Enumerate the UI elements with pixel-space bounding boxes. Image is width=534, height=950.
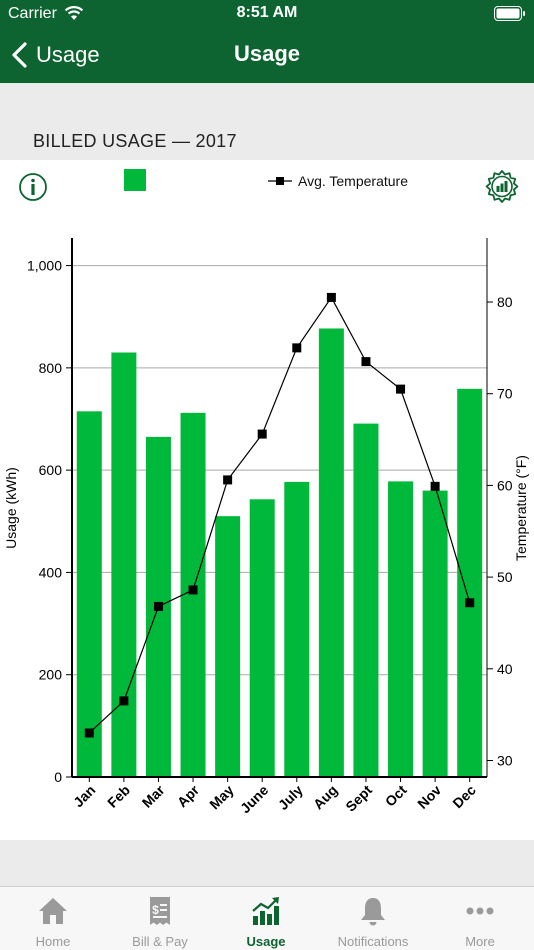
- legend-temperature-label: Avg. Temperature: [298, 173, 408, 189]
- x-tick-label: Feb: [104, 782, 133, 811]
- temperature-point-mar: [153, 601, 163, 611]
- temperature-point-nov: [430, 481, 440, 491]
- bar-oct: [388, 481, 414, 777]
- x-tick-label: Jan: [70, 782, 98, 810]
- bar-aug: [318, 328, 344, 777]
- bill-icon: $: [150, 897, 170, 925]
- bar-dec: [457, 388, 483, 777]
- tab-more[interactable]: More: [427, 887, 533, 950]
- x-tick-label: Oct: [382, 782, 410, 810]
- legend-temperature: Avg. Temperature: [268, 172, 408, 190]
- y-tick-label: 400: [39, 564, 63, 580]
- temperature-point-june: [257, 429, 267, 439]
- bar-jan: [76, 411, 102, 777]
- temperature-line: [88, 296, 471, 734]
- temperature-point-sept: [361, 357, 371, 367]
- temperature-point-may: [223, 475, 233, 485]
- bar-apr: [180, 412, 206, 777]
- y2-tick-label: 60: [497, 477, 513, 493]
- y-axis-title: Usage (kWh): [3, 467, 19, 549]
- battery-icon: [494, 6, 525, 21]
- legend-line-marker-icon: [268, 177, 292, 185]
- more-icon: [466, 907, 494, 915]
- carrier-label: Carrier: [8, 5, 57, 22]
- back-button[interactable]: Usage: [10, 38, 100, 72]
- bar-june: [249, 499, 275, 777]
- x-tick-label: Aug: [310, 782, 341, 813]
- x-tick-label: Mar: [139, 781, 168, 810]
- y-tick-label: 200: [39, 667, 63, 683]
- x-tick-label: Sept: [342, 782, 375, 815]
- section-title: BILLED USAGE — 2017: [33, 131, 237, 151]
- x-tick-label: Nov: [414, 782, 444, 812]
- y2-tick-label: 40: [497, 661, 513, 677]
- x-tick-label: June: [237, 782, 272, 817]
- usage-chart-icon: [252, 897, 279, 925]
- x-tick-label: July: [275, 782, 306, 813]
- bar-may: [215, 516, 241, 777]
- status-bar: Carrier 8:51 AM: [0, 0, 534, 28]
- y2-tick-label: 80: [497, 294, 513, 310]
- temperature-point-feb: [119, 696, 129, 706]
- tab-label: Usage: [246, 934, 286, 949]
- nav-bar: Usage Usage: [0, 28, 534, 83]
- svg-text:$: $: [152, 903, 159, 917]
- y-tick-label: 0: [54, 769, 62, 785]
- temperature-point-apr: [188, 585, 198, 595]
- wifi-icon: [64, 6, 84, 20]
- tab-bar: Home $ Bill & Pay Usage Notifications: [0, 886, 534, 950]
- tab-label: Home: [35, 934, 71, 949]
- temperature-point-jan: [84, 728, 94, 738]
- chevron-left-icon: [12, 42, 27, 68]
- bar-july: [284, 481, 310, 777]
- y2-tick-label: 50: [497, 569, 513, 585]
- page-title: Usage: [233, 41, 301, 66]
- y-tick-label: 600: [39, 462, 63, 478]
- tab-usage[interactable]: Usage: [213, 887, 319, 950]
- y-tick-label: 800: [39, 360, 63, 376]
- temperature-point-oct: [396, 384, 406, 394]
- y2-tick-label: 30: [497, 752, 513, 768]
- y2-axis-title: Temperature (°F): [513, 455, 529, 561]
- tab-label: Notifications: [337, 934, 409, 949]
- temperature-point-july: [292, 343, 302, 353]
- tab-bill-pay[interactable]: $ Bill & Pay: [107, 887, 213, 950]
- legend-usage-swatch: [124, 169, 146, 191]
- tab-notifications[interactable]: Notifications: [320, 887, 426, 950]
- info-icon[interactable]: [18, 172, 48, 202]
- bar-feb: [111, 352, 137, 777]
- usage-chart-panel: 0 200 400 600 800 1,000 30 40 50 60 70 80 Jan Feb Mar A…: [0, 160, 534, 840]
- tab-label: More: [465, 934, 495, 949]
- bell-icon: [361, 898, 385, 926]
- x-tick-label: Apr: [174, 781, 203, 810]
- status-time: 8:51 AM: [236, 4, 298, 21]
- bar-sept: [353, 423, 379, 777]
- temperature-point-dec: [465, 598, 475, 608]
- tab-home[interactable]: Home: [0, 887, 106, 950]
- header: Carrier 8:51 AM Usage Usage: [0, 0, 534, 83]
- tab-label: Bill & Pay: [132, 934, 188, 949]
- back-label: Usage: [36, 42, 100, 67]
- y-tick-label: 1,000: [27, 258, 62, 274]
- x-tick-label: May: [206, 782, 237, 813]
- chart-settings-icon[interactable]: [484, 169, 520, 205]
- y2-tick-label: 70: [497, 386, 513, 402]
- home-icon: [39, 898, 67, 924]
- temperature-point-aug: [326, 292, 336, 302]
- bar-nov: [422, 490, 448, 777]
- x-tick-label: Dec: [449, 782, 479, 812]
